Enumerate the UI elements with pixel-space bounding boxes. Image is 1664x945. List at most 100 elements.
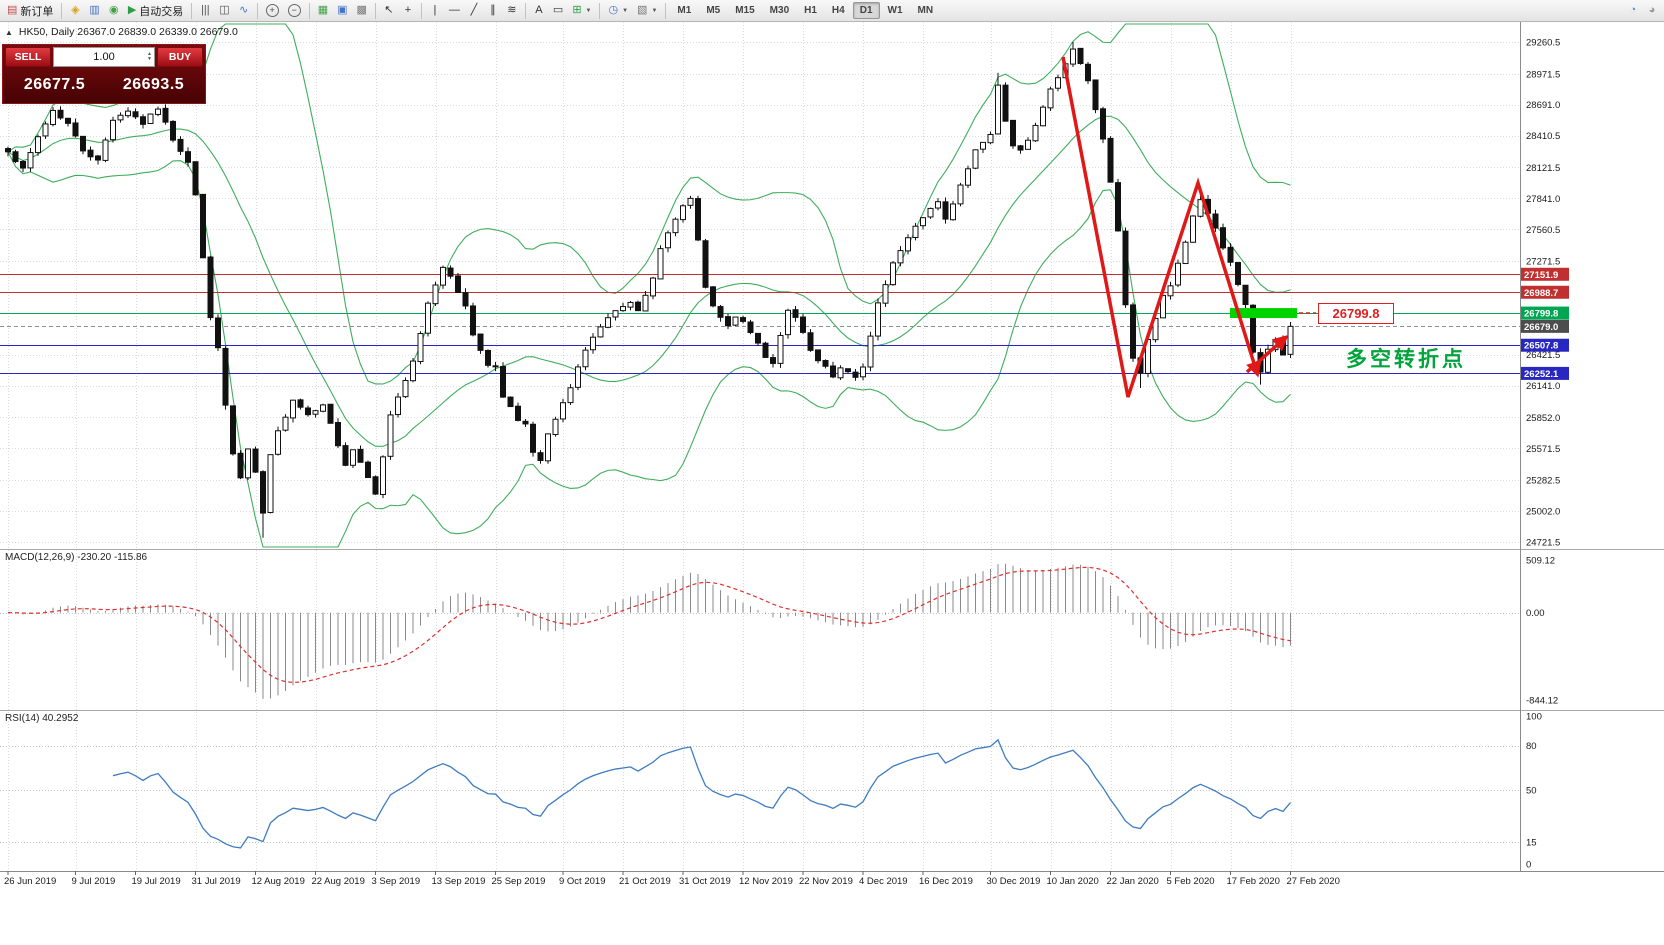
text-label-icon: ▭	[552, 4, 564, 16]
bar-chart-button[interactable]: |||	[196, 2, 214, 20]
buy-price[interactable]: 26693.5	[122, 76, 185, 93]
svg-text:26799.8: 26799.8	[1524, 309, 1558, 320]
volume-spinner: ▲ ▼	[147, 49, 152, 65]
community-icon[interactable]: ◕	[1643, 2, 1661, 20]
svg-text:29260.5: 29260.5	[1526, 37, 1560, 48]
price-scale: 29260.5 28971.5 28691.0 28410.5 28121.5 27841…	[1521, 37, 1569, 871]
svg-text:26507.8: 26507.8	[1524, 341, 1558, 352]
svg-text:80: 80	[1526, 741, 1537, 752]
toolbar-separator	[665, 2, 667, 19]
vertical-line-button[interactable]: |	[426, 2, 444, 20]
text-button[interactable]: A	[530, 2, 548, 20]
toolbar-separator	[524, 2, 526, 19]
toolbar: ▤ 新订单 ◈ ▥ ◉ ▶ 自动交易 ||| ◫ ∿ + − ▦ ▣ ▩ ↖ + | — ╱ ∥ ≋ A ▭ ⊞ ▼ ◷ ▼ ▧ ▼ M1 M…	[0, 0, 1664, 22]
trendline-icon: ╱	[470, 4, 478, 16]
crosshair-button[interactable]: +	[399, 2, 417, 20]
equidistant-channel-button[interactable]: ∥	[484, 2, 502, 20]
zoom-out-button[interactable]: −	[284, 2, 305, 20]
horizontal-line-button[interactable]: —	[445, 2, 464, 20]
text-label-button[interactable]: ▭	[549, 2, 567, 20]
toolbar-separator	[599, 2, 601, 19]
svg-text:17 Feb 2020: 17 Feb 2020	[1227, 876, 1280, 887]
timeframe-d1-button[interactable]: D1	[852, 2, 880, 19]
line-chart-button[interactable]: ∿	[235, 2, 253, 20]
vertical-line-icon: |	[433, 4, 437, 16]
svg-text:26141.0: 26141.0	[1526, 381, 1560, 392]
svg-text:22 Aug 2019: 22 Aug 2019	[312, 876, 365, 887]
timeframe-h4-button[interactable]: H4	[825, 2, 852, 19]
svg-text:25002.0: 25002.0	[1526, 507, 1560, 518]
svg-text:31 Jul 2019: 31 Jul 2019	[192, 876, 241, 887]
cursor-button[interactable]: ↖	[380, 2, 398, 20]
arrange-windows-button[interactable]: ▣	[333, 2, 351, 20]
sell-price[interactable]: 26677.5	[23, 76, 86, 93]
new-order-button-label: 新订单	[20, 5, 54, 18]
new-order-button[interactable]: ▤ 新订单	[3, 2, 57, 20]
tile-windows-button[interactable]: ▦	[314, 2, 332, 20]
timeframe-mn-button[interactable]: MN	[911, 2, 941, 19]
level-lines-layer	[0, 274, 1520, 374]
svg-text:28691.0: 28691.0	[1526, 100, 1560, 111]
svg-text:-844.12: -844.12	[1526, 695, 1558, 706]
trendline-button[interactable]: ╱	[465, 2, 483, 20]
svg-text:5 Feb 2020: 5 Feb 2020	[1167, 876, 1215, 887]
rsi-layer	[112, 738, 1291, 849]
market-watch-button[interactable]: ▥	[85, 2, 103, 20]
trade-panel-controls: SELL 1.00 ▲ ▼ BUY	[5, 47, 203, 67]
svg-text:27151.9: 27151.9	[1524, 270, 1558, 281]
templates-icon: ▧	[637, 4, 648, 16]
annotations-layer	[1061, 56, 1316, 398]
fibonacci-button[interactable]: ≋	[503, 2, 521, 20]
period-converter-button[interactable]: ◷ ▼	[604, 2, 632, 20]
timeframe-m15-button[interactable]: M15	[728, 2, 761, 19]
candlestick-chart-icon: ◫	[219, 4, 230, 16]
arrange-windows-icon: ▣	[337, 4, 348, 16]
svg-text:509.12: 509.12	[1526, 555, 1555, 566]
fibonacci-icon: ≋	[507, 4, 517, 16]
svg-text:27271.5: 27271.5	[1526, 257, 1560, 268]
accounts-button[interactable]: ◈	[66, 2, 84, 20]
timeframe-m30-button[interactable]: M30	[763, 2, 796, 19]
zoom-in-button[interactable]: +	[262, 2, 283, 20]
crosshair-icon: +	[404, 4, 412, 16]
templates-button[interactable]: ▧ ▼	[633, 2, 661, 20]
svg-text:28971.5: 28971.5	[1526, 69, 1560, 80]
svg-text:12 Nov 2019: 12 Nov 2019	[739, 876, 793, 887]
sell-button[interactable]: SELL	[5, 47, 51, 67]
toolbar-separator	[420, 2, 422, 19]
cascade-windows-button[interactable]: ▩	[353, 2, 371, 20]
svg-text:25 Sep 2019: 25 Sep 2019	[492, 876, 546, 887]
shapes-button[interactable]: ⊞ ▼	[568, 2, 595, 20]
svg-text:19 Jul 2019: 19 Jul 2019	[132, 876, 181, 887]
community-icon-icon: ◕	[1648, 4, 1656, 16]
timeframe-h1-button[interactable]: H1	[797, 2, 824, 19]
metaquotes-logo-icon[interactable]: ◔	[1624, 2, 1642, 20]
timeframe-m1-button[interactable]: M1	[670, 2, 698, 19]
svg-text:26988.7: 26988.7	[1524, 288, 1558, 299]
toolbar-separator	[191, 2, 193, 19]
svg-text:16 Dec 2019: 16 Dec 2019	[919, 876, 973, 887]
data-window-button[interactable]: ◉	[105, 2, 123, 20]
text-icon: A	[535, 4, 543, 16]
candlestick-chart-button[interactable]: ◫	[215, 2, 233, 20]
svg-text:22 Jan 2020: 22 Jan 2020	[1107, 876, 1159, 887]
svg-text:25282.5: 25282.5	[1526, 476, 1560, 487]
volume-input[interactable]: 1.00 ▲ ▼	[53, 47, 155, 67]
volume-decrement-icon[interactable]: ▼	[147, 56, 152, 62]
volume-increment-icon[interactable]: ▲	[147, 51, 152, 57]
dropdown-caret-icon: ▼	[622, 7, 629, 14]
timeframe-w1-button[interactable]: W1	[881, 2, 910, 19]
svg-text:12 Aug 2019: 12 Aug 2019	[252, 876, 305, 887]
autotrade-button[interactable]: ▶ 自动交易	[124, 2, 187, 20]
chart-canvas[interactable]: 29260.5 28971.5 28691.0 28410.5 28121.5 27841…	[0, 22, 1664, 945]
timeframe-m5-button[interactable]: M5	[699, 2, 727, 19]
volume-value: 1.00	[93, 51, 115, 63]
svg-text:28410.5: 28410.5	[1526, 131, 1560, 142]
market-watch-icon: ▥	[89, 4, 100, 16]
svg-text:25852.0: 25852.0	[1526, 413, 1560, 424]
svg-text:27841.0: 27841.0	[1526, 194, 1560, 205]
new-order-icon: ▤	[7, 4, 18, 16]
svg-text:31 Oct 2019: 31 Oct 2019	[679, 876, 731, 887]
buy-button[interactable]: BUY	[157, 47, 203, 67]
